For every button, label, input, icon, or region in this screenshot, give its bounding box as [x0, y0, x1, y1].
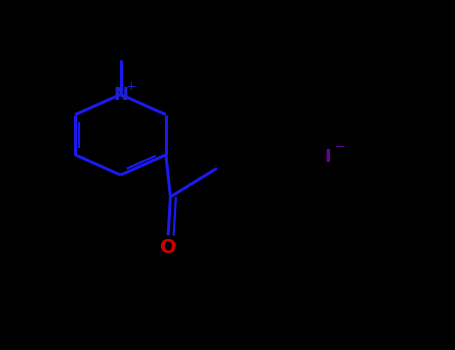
- Text: −: −: [335, 141, 346, 154]
- Text: +: +: [125, 80, 136, 93]
- Text: O: O: [160, 238, 177, 257]
- Text: N: N: [113, 85, 128, 104]
- Text: I: I: [324, 148, 331, 167]
